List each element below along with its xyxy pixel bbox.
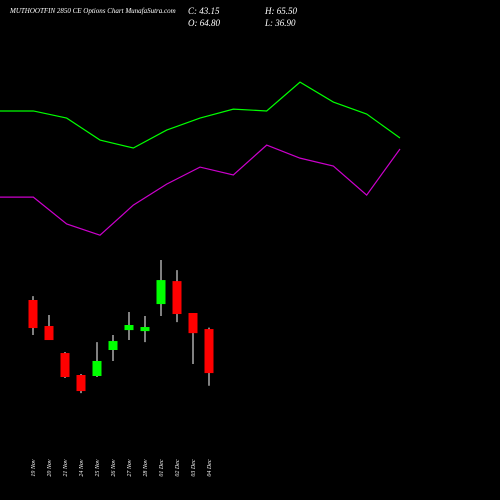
candle-body (172, 281, 182, 315)
candle-body (188, 313, 198, 334)
x-tick-label: 20 Nov (47, 459, 53, 477)
x-tick-label: 04 Dec (206, 459, 213, 476)
x-tick-label: 25 Nov (95, 459, 101, 477)
x-tick-label: 02 Dec (175, 459, 181, 476)
indicator-line (0, 144, 401, 236)
info-close: C: 43.15 (188, 6, 220, 16)
candle-body (44, 326, 54, 341)
info-open: O: 64.80 (188, 18, 220, 28)
chart-title: MUTHOOTFIN 2850 CE Options Chart MunafaS… (9, 7, 176, 15)
info-high: H: 65.50 (264, 6, 297, 16)
x-tick-label: 01 Dec (159, 459, 165, 476)
x-tick-label: 24 Nov (78, 459, 85, 477)
x-tick-label: 28 Nov (143, 459, 149, 477)
indicator-line (0, 81, 401, 149)
candle-body (60, 353, 70, 378)
candle-body (76, 375, 86, 392)
x-tick-label: 19 Nov (31, 459, 37, 477)
candle-body (156, 280, 166, 305)
x-tick-label: 26 Nov (111, 459, 117, 477)
x-tick-label: 27 Nov (127, 459, 133, 477)
info-low: L: 36.90 (264, 18, 296, 28)
candle-body (124, 325, 134, 331)
x-tick-label: 03 Dec (191, 459, 197, 476)
candle-body (140, 327, 150, 332)
x-tick-label: 21 Nov (63, 459, 69, 477)
candle-body (92, 360, 102, 377)
candle-body (108, 341, 118, 350)
candle-body (204, 329, 214, 374)
candle-body (28, 300, 38, 329)
